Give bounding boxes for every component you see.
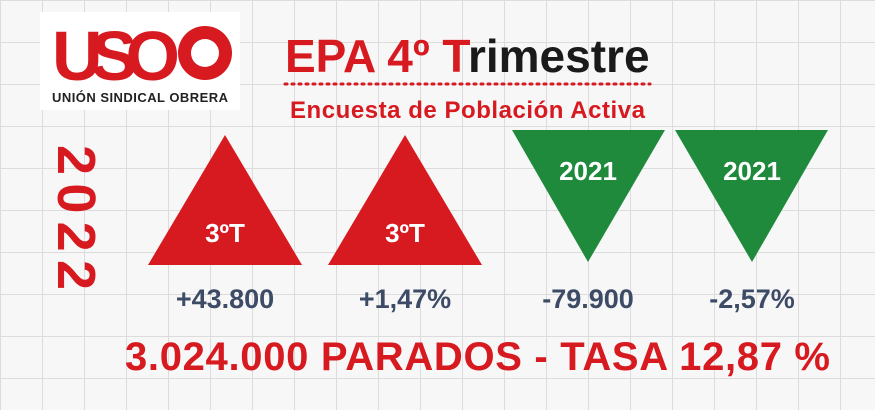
indicator-value: -2,57% xyxy=(709,284,795,314)
year: 2022 xyxy=(46,145,106,290)
logo-text: USO xyxy=(52,17,180,95)
logo-subtitle: UNIÓN SINDICAL OBRERA xyxy=(52,90,229,105)
subtitle: Encuesta de Población Activa xyxy=(290,97,646,124)
title-dark: rimestre xyxy=(468,30,650,82)
indicator-value: +1,47% xyxy=(359,284,451,314)
up-triangle xyxy=(148,135,302,265)
down-triangle xyxy=(512,130,665,262)
indicator-value: -79.900 xyxy=(542,284,634,314)
indicator-label: 3ºT xyxy=(205,218,245,248)
down-triangle xyxy=(675,130,828,262)
logo-icon-inner xyxy=(191,39,219,67)
indicator-label: 3ºT xyxy=(385,218,425,248)
indicator-label: 2021 xyxy=(559,156,617,186)
up-triangle xyxy=(328,135,482,265)
title-red: EPA 4º T xyxy=(285,30,470,82)
title: EPA 4º Trimestre xyxy=(285,30,650,82)
footer: 3.024.000 PARADOS - TASA 12,87 % xyxy=(125,335,830,379)
indicator-label: 2021 xyxy=(723,156,781,186)
indicator-value: +43.800 xyxy=(176,284,274,314)
